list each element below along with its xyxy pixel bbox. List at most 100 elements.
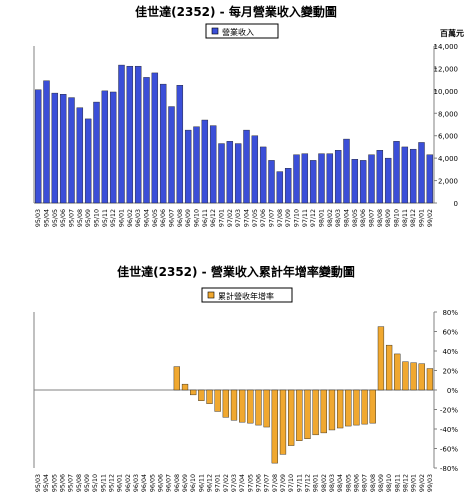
x-tick-label: 96/06: [160, 209, 167, 227]
x-tick-label: 98/09: [378, 474, 385, 492]
x-tick-label: 98/11: [402, 209, 409, 227]
cumulative-growth-chart: 佳世達(2352) - 營業收入累計年增率變動圖 累計營收年增率 -80% -60…: [0, 250, 472, 500]
x-tick-label: 97/04: [239, 474, 246, 492]
x-tick-label: 97/06: [260, 209, 267, 227]
legend-label: 營業收入: [222, 27, 254, 37]
x-tick-label: 99/02: [427, 209, 434, 227]
chart-title: 佳世達(2352) - 營業收入累計年增率變動圖: [117, 264, 355, 279]
bar: [181, 383, 189, 391]
bar: [426, 368, 434, 391]
x-tick-label: 97/10: [294, 209, 301, 227]
bar: [43, 80, 50, 204]
bar: [143, 77, 150, 204]
legend-box: [205, 23, 279, 39]
bar: [218, 143, 225, 204]
legend-swatch: [211, 27, 219, 35]
bar: [234, 143, 242, 204]
bar: [409, 148, 417, 204]
x-tick-label: 96/07: [169, 209, 176, 227]
x-tick-label: 95/04: [43, 474, 50, 492]
y-tick-label: -80%: [440, 465, 458, 473]
x-tick-label: 96/12: [210, 209, 217, 227]
x-tick-label: 95/05: [51, 474, 58, 492]
x-tick-label: 95/06: [60, 474, 67, 492]
y-tick-label: 40%: [442, 348, 458, 356]
x-tick-label: 97/02: [223, 474, 230, 492]
legend: 累計營收年增率: [201, 287, 293, 303]
x-tick-label: 95/07: [68, 474, 75, 492]
bar: [377, 326, 385, 391]
x-tick-label: 98/03: [329, 474, 336, 492]
x-tick-label: 97/04: [244, 209, 251, 227]
x-tick-label: 97/11: [296, 474, 303, 492]
bar: [198, 389, 205, 401]
bar: [353, 389, 360, 426]
bar: [402, 361, 409, 391]
bar: [304, 389, 311, 439]
bar: [410, 362, 417, 391]
bar: [293, 154, 300, 204]
x-tick-label: 98/04: [344, 209, 351, 227]
x-tick-label: 97/07: [264, 474, 271, 492]
x-tick-label: 95/03: [35, 209, 42, 227]
x-tick-label: 97/02: [227, 209, 234, 227]
y-tick-label: 10,000: [434, 88, 459, 96]
x-tick-label: 95/11: [102, 209, 109, 227]
bar: [368, 154, 375, 204]
y-tick-label: 6,000: [438, 133, 458, 141]
x-tick-label: 95/09: [85, 209, 92, 227]
x-tick-label: 97/06: [255, 474, 262, 492]
x-tick-label: 96/10: [190, 474, 197, 492]
y-tick-label: -60%: [440, 446, 458, 454]
x-tick-label: 98/08: [370, 474, 377, 492]
x-tick-label: 96/05: [149, 474, 156, 492]
bar: [226, 141, 234, 204]
bar: [134, 65, 142, 204]
bar: [230, 389, 238, 421]
bar: [214, 389, 221, 412]
x-tick-label: 99/01: [419, 209, 426, 227]
bar: [369, 389, 376, 424]
x-tick-label: 96/08: [177, 209, 184, 227]
bar: [318, 153, 325, 204]
bar: [351, 159, 359, 204]
bar: [51, 92, 59, 204]
bar: [288, 389, 295, 446]
x-tick-label: 99/03: [427, 474, 434, 492]
x-tick-label: 95/10: [92, 474, 99, 492]
x-tick-label: 96/01: [117, 474, 124, 492]
x-tick-label: 97/12: [304, 474, 311, 492]
x-tick-label: 95/05: [52, 209, 59, 227]
bar: [418, 363, 425, 391]
bar: [376, 150, 384, 204]
y-tick-label: 80%: [442, 309, 458, 317]
x-tick-label: 97/09: [285, 209, 292, 227]
x-tick-label: 96/03: [135, 209, 142, 227]
y-tick-label: -20%: [440, 407, 458, 415]
x-tick-label: 97/08: [272, 474, 279, 492]
x-tick-label: 99/02: [419, 474, 426, 492]
cumulative-growth-chart-svg: 佳世達(2352) - 營業收入累計年增率變動圖 累計營收年增率 -80% -60…: [33, 264, 458, 492]
bar: [385, 344, 393, 391]
bar: [276, 171, 284, 204]
bar: [173, 366, 180, 391]
x-tick-label: 96/12: [207, 474, 214, 492]
x-tick-label: 95/08: [76, 474, 83, 492]
bar: [309, 160, 317, 204]
bar: [345, 389, 352, 427]
bar: [426, 154, 434, 204]
x-tick-label: 97/01: [215, 474, 222, 492]
x-tick-label: 98/10: [386, 474, 393, 492]
x-tick-label: 95/04: [44, 209, 51, 227]
bar: [301, 153, 309, 204]
y-tick-label: 4,000: [438, 155, 458, 163]
x-tick-label: 99/01: [411, 474, 418, 492]
bar: [193, 126, 200, 204]
monthly-revenue-chart: 佳世達(2352) - 每月營業收入變動圖 營業收入 百萬元 0 2,000 4,0…: [0, 0, 472, 250]
bar: [328, 389, 336, 431]
x-tick-label: 95/12: [110, 209, 117, 227]
x-tick-label: 98/12: [410, 209, 417, 227]
x-tick-label: 96/09: [185, 209, 192, 227]
bar: [206, 389, 213, 404]
x-tick-label: 95/11: [100, 474, 107, 492]
